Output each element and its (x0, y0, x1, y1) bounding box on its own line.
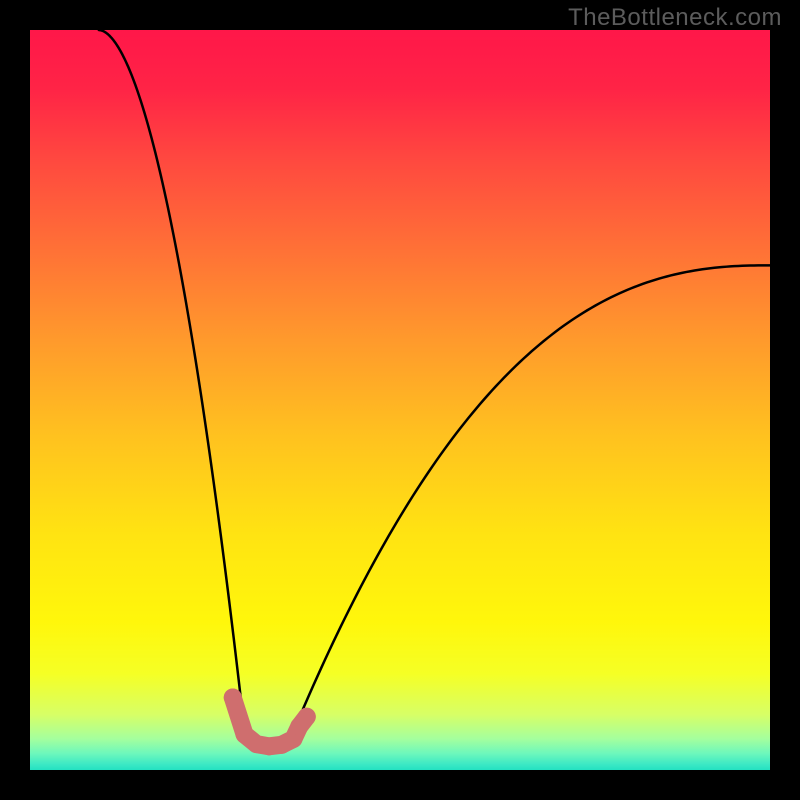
watermark-text: TheBottleneck.com (568, 4, 782, 32)
gradient-background (30, 30, 770, 770)
marker-dot (224, 688, 242, 706)
bottleneck-heatmap-chart (30, 30, 770, 770)
marker-dot (298, 708, 316, 726)
chart-frame: TheBottleneck.com (0, 0, 800, 800)
